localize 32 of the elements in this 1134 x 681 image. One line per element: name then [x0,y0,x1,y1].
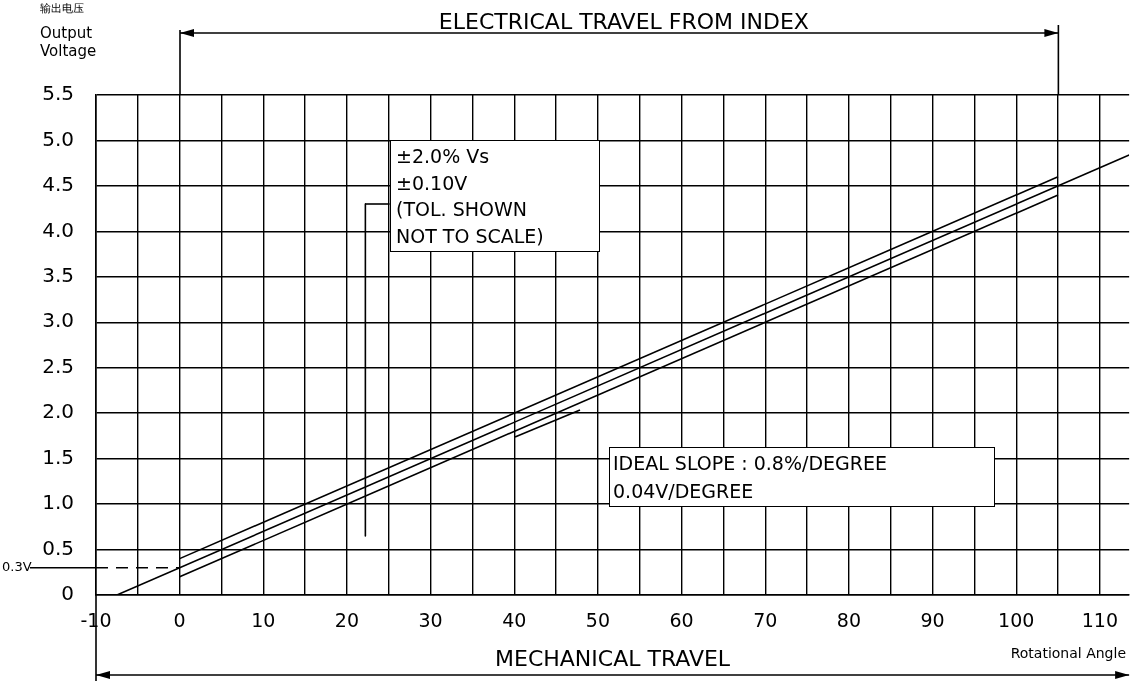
x-tick-label: 60 [669,609,694,632]
y-axis-title: Output Voltage [40,24,98,60]
x-tick-label: 100 [998,609,1035,632]
x-tick-label: 40 [502,609,527,632]
text: 输出电压 [40,2,84,16]
y-tick-label: 2.5 [42,353,74,378]
ref-line-label: 0.3V [2,559,32,575]
text: ELECTRICAL TRAVEL FROM INDEX [438,8,809,36]
x-tick-label: 70 [753,609,778,632]
annotation: ±2.0% Vs ±0.10V (TOL. SHOWN NOT TO SCALE) [396,144,544,249]
y-tick-label: 0.5 [42,535,74,560]
y-tick-label: 5.0 [42,126,74,151]
x-tick-label: 0 [173,609,186,632]
text: MECHANICAL TRAVEL [494,645,732,673]
x-tick-label: 30 [418,609,443,632]
x-tick-label: 80 [836,609,861,632]
y-tick-label: 4.0 [42,217,74,242]
x-tick-label: 20 [334,609,360,632]
y-tick-label: 1.0 [42,490,74,515]
x-tick-label: 10 [251,609,276,632]
y-tick-label: 3.5 [42,263,74,288]
x-axis-title: Rotational Angle [1010,645,1126,663]
annotation: IDEAL SLOPE : 0.8%/DEGREE 0.04V/DEGREE [613,451,887,504]
y-tick-label: 0 [61,581,74,606]
y-tick-label: 1.5 [42,444,74,469]
y-tick-label: 4.5 [42,172,74,197]
x-tick-label: 110 [1081,609,1118,632]
x-tick-label: 50 [585,609,611,632]
y-tick-label: 5.5 [42,81,74,106]
y-tick-label: 3.0 [42,308,74,333]
y-tick-label: 2.0 [42,399,74,424]
x-tick-label: 90 [920,609,945,632]
